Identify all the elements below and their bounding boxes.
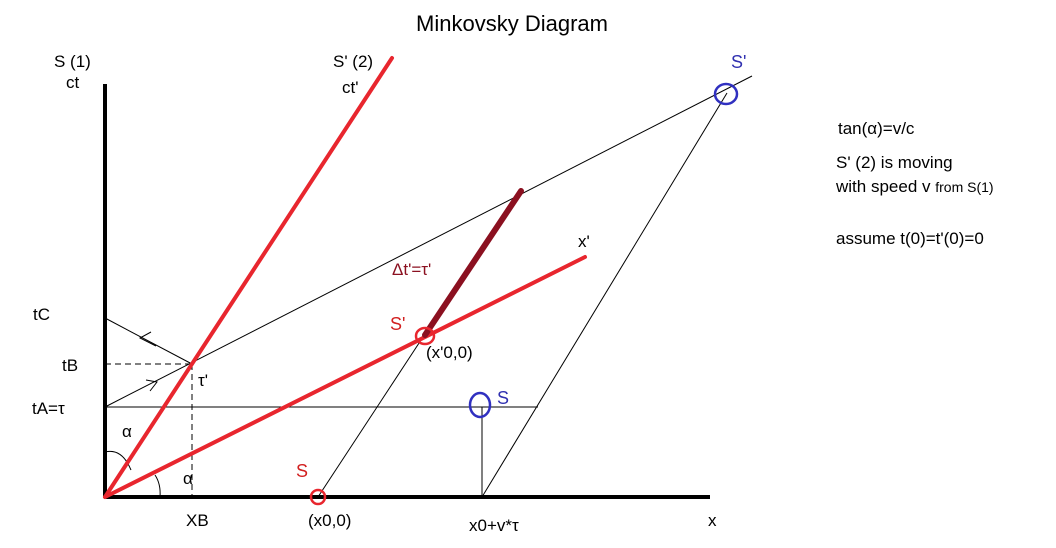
worldline-left bbox=[317, 336, 424, 498]
alpha-upper-label: α bbox=[122, 422, 132, 441]
tA-label: tA=τ bbox=[32, 399, 65, 418]
note-tan-alpha: tan(α)=v/c bbox=[838, 119, 915, 138]
sp-red-marker bbox=[414, 326, 436, 346]
note-speed: with speed v from S(1) bbox=[835, 177, 994, 196]
x-label: x bbox=[708, 511, 717, 530]
light-ray-in bbox=[104, 317, 193, 365]
worldline-right bbox=[481, 92, 728, 498]
s-red-label: S bbox=[296, 461, 308, 481]
main-axes bbox=[103, 84, 710, 499]
ct-prime-label: ct' bbox=[342, 78, 358, 97]
x-prime-axis bbox=[103, 255, 587, 499]
x0vt-label: x0+v*τ bbox=[469, 516, 519, 535]
moving-frame-axes bbox=[103, 56, 587, 499]
alpha-arc-lower bbox=[154, 474, 161, 498]
ct-label: ct bbox=[66, 73, 80, 92]
construction-lines bbox=[104, 75, 753, 498]
x-prime-label: x' bbox=[578, 232, 590, 251]
tau-prime-label: τ' bbox=[198, 371, 208, 390]
xp00-label: (x'0,0) bbox=[426, 343, 473, 362]
arrow-head-upper bbox=[138, 331, 157, 347]
sp-blue-label: S' bbox=[731, 52, 746, 72]
sp-red-label: S' bbox=[390, 314, 405, 334]
ct-prime-axis bbox=[103, 56, 394, 499]
tC-label: tC bbox=[33, 305, 50, 324]
diagram-title: Minkovsky Diagram bbox=[416, 11, 608, 36]
alpha-lower-label: α bbox=[183, 469, 193, 488]
tB-label: tB bbox=[62, 356, 78, 375]
note-assume: assume t(0)=t'(0)=0 bbox=[836, 229, 984, 248]
note-moving: S' (2) is moving bbox=[836, 153, 953, 172]
event-markers bbox=[309, 82, 739, 506]
XB-label: XB bbox=[186, 511, 209, 530]
light-line-upper bbox=[104, 75, 753, 408]
s1-label: S (1) bbox=[54, 52, 91, 71]
s2-label: S' (2) bbox=[333, 52, 373, 71]
delta-t-prime-label: Δt'=τ' bbox=[392, 260, 431, 279]
x00-label: (x0,0) bbox=[308, 511, 351, 530]
s-blue-marker bbox=[468, 391, 492, 419]
sp-blue-marker bbox=[713, 82, 739, 106]
note-speed-from: from S(1) bbox=[935, 179, 993, 195]
arrow-head-lower bbox=[145, 379, 158, 392]
alpha-arc-upper bbox=[104, 450, 132, 471]
note-speed-main: with speed v bbox=[835, 177, 935, 196]
s-blue-label: S bbox=[497, 388, 509, 408]
delta-t-prime-segment bbox=[422, 188, 524, 338]
s-red-marker bbox=[309, 488, 327, 506]
